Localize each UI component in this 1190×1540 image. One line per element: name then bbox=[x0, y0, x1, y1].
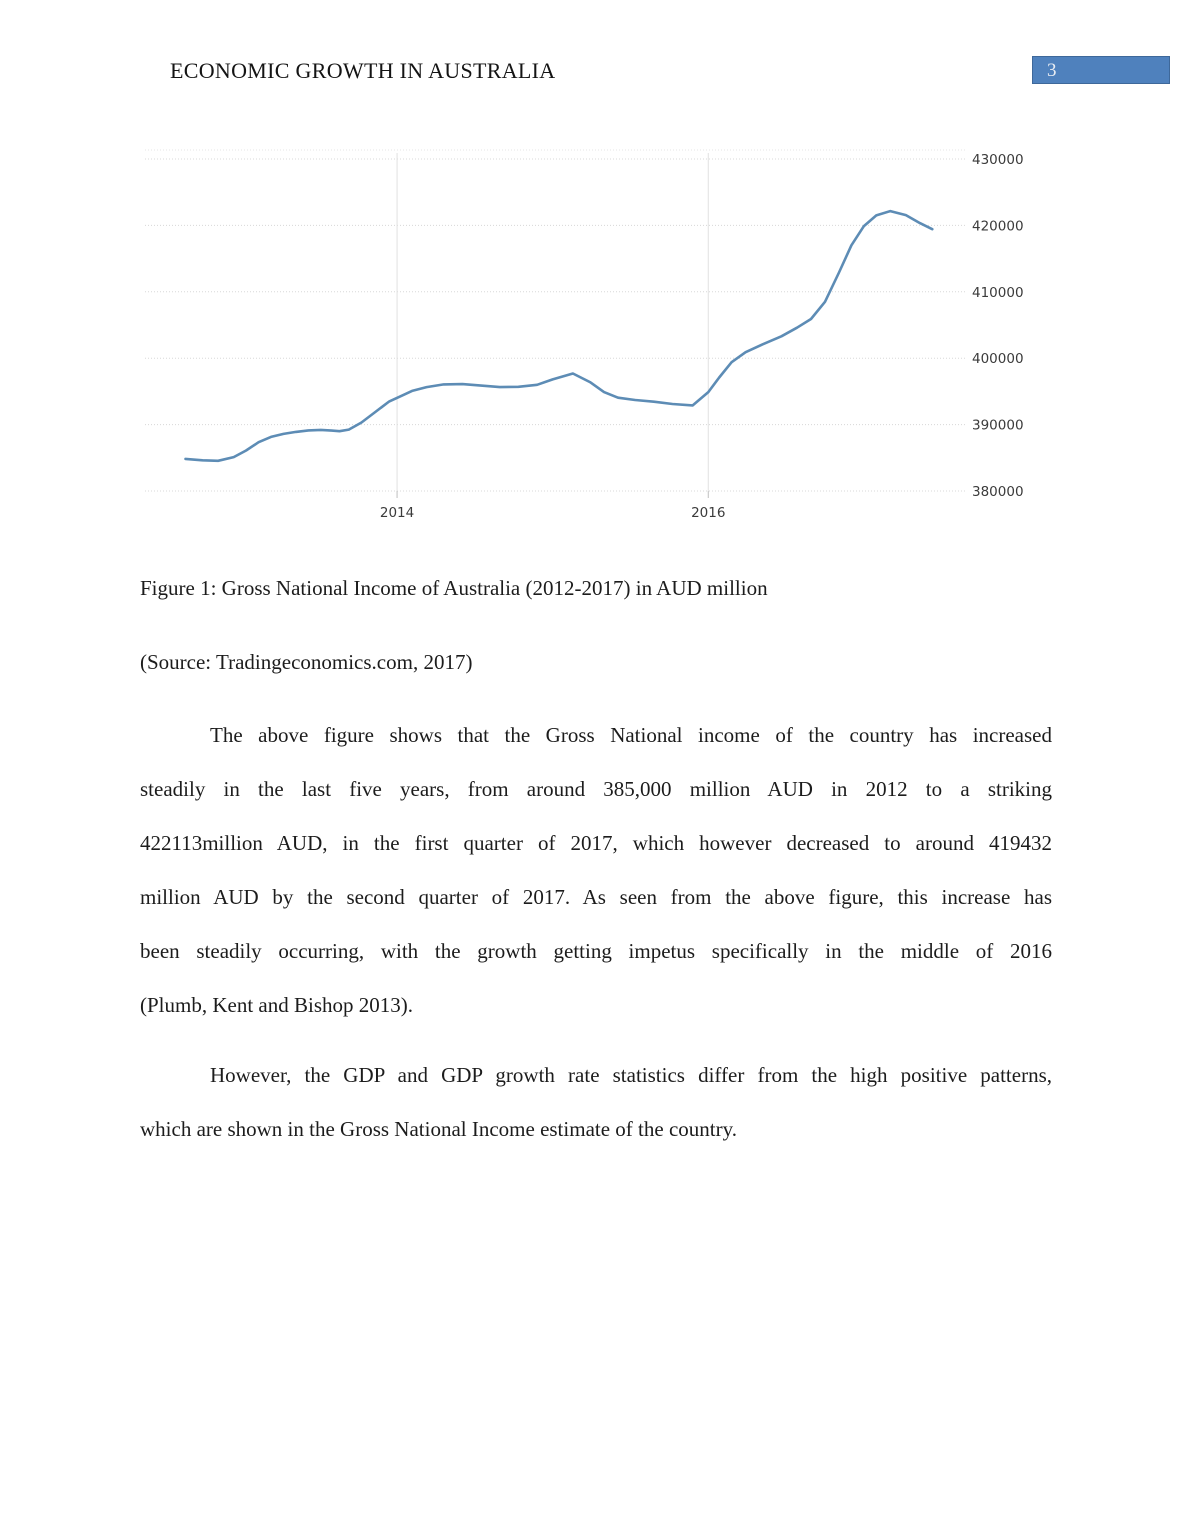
gni-data-line bbox=[184, 209, 934, 463]
gni-line-chart: 380000 390000 400000 410000 420000 430000 2014… bbox=[140, 145, 1045, 530]
paragraph-line: which are shown in the Gross National In… bbox=[140, 1117, 737, 1141]
y-tick-label: 390000 bbox=[972, 418, 1024, 434]
paragraph-line: 422113million AUD, in the first quarter … bbox=[140, 831, 1052, 855]
y-tick-label: 420000 bbox=[972, 218, 1024, 234]
x-tick-label: 2016 bbox=[691, 505, 725, 521]
page-number: 3 bbox=[1047, 60, 1057, 81]
paragraph-line: (Plumb, Kent and Bishop 2013). bbox=[140, 993, 413, 1017]
page-header-title: ECONOMIC GROWTH IN AUSTRALIA bbox=[170, 58, 556, 83]
paragraph-1: The above figure shows that the Gross Na… bbox=[140, 708, 1052, 1032]
paragraph-line: been steadily occurring, with the growth… bbox=[140, 939, 1052, 963]
paragraph-line: The above figure shows that the Gross Na… bbox=[210, 723, 1052, 747]
x-tick-label: 2014 bbox=[380, 505, 414, 521]
y-tick-label: 400000 bbox=[972, 351, 1024, 367]
y-tick-label: 410000 bbox=[972, 285, 1024, 301]
figure-caption: Figure 1: Gross National Income of Austr… bbox=[140, 576, 768, 600]
paragraph-2: However, the GDP and GDP growth rate sta… bbox=[140, 1048, 1052, 1156]
figure-source: (Source: Tradingeconomics.com, 2017) bbox=[140, 650, 473, 674]
paragraph-line: steadily in the last five years, from ar… bbox=[140, 777, 1052, 801]
page-number-badge: 3 bbox=[1032, 56, 1170, 84]
y-tick-label: 380000 bbox=[972, 484, 1024, 500]
paragraph-line: million AUD by the second quarter of 201… bbox=[140, 885, 1052, 909]
gni-chart-svg: 380000 390000 400000 410000 420000 430000 2014… bbox=[145, 149, 1024, 521]
paragraph-line: However, the GDP and GDP growth rate sta… bbox=[210, 1063, 1052, 1087]
y-tick-label: 430000 bbox=[972, 152, 1024, 168]
